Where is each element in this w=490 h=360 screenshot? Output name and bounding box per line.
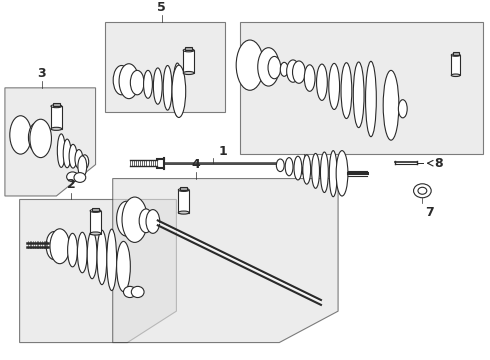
Ellipse shape	[97, 230, 107, 285]
Ellipse shape	[183, 72, 194, 75]
Ellipse shape	[280, 62, 288, 76]
Ellipse shape	[68, 233, 77, 267]
Ellipse shape	[78, 156, 87, 177]
Ellipse shape	[398, 100, 407, 118]
Ellipse shape	[30, 119, 51, 158]
Ellipse shape	[122, 197, 147, 242]
Ellipse shape	[90, 232, 101, 235]
Text: 1: 1	[219, 145, 227, 158]
Ellipse shape	[75, 150, 83, 168]
Ellipse shape	[236, 40, 264, 90]
Ellipse shape	[418, 187, 427, 194]
Bar	[53, 103, 60, 106]
Ellipse shape	[304, 65, 315, 91]
Ellipse shape	[285, 158, 293, 176]
Bar	[183, 50, 194, 73]
Text: 5: 5	[157, 0, 166, 14]
Polygon shape	[20, 199, 176, 343]
Ellipse shape	[77, 232, 87, 273]
Ellipse shape	[163, 66, 172, 110]
Ellipse shape	[172, 65, 186, 117]
Ellipse shape	[28, 123, 45, 152]
Ellipse shape	[107, 229, 117, 291]
Ellipse shape	[329, 150, 337, 197]
Ellipse shape	[153, 68, 162, 104]
Ellipse shape	[383, 70, 399, 140]
Ellipse shape	[183, 49, 194, 52]
Ellipse shape	[276, 159, 284, 172]
Ellipse shape	[50, 229, 70, 264]
Polygon shape	[113, 179, 338, 343]
Ellipse shape	[117, 201, 136, 236]
Ellipse shape	[123, 286, 136, 297]
Bar	[178, 190, 189, 212]
Text: 8: 8	[434, 157, 443, 170]
Text: 4: 4	[192, 158, 200, 171]
Ellipse shape	[341, 63, 352, 118]
Polygon shape	[5, 88, 96, 196]
Ellipse shape	[336, 150, 348, 196]
Ellipse shape	[113, 66, 130, 95]
Ellipse shape	[451, 74, 460, 77]
Bar	[180, 187, 187, 190]
Text: 6: 6	[299, 165, 308, 177]
Ellipse shape	[69, 144, 77, 168]
Ellipse shape	[268, 57, 281, 79]
Ellipse shape	[293, 61, 305, 83]
Ellipse shape	[74, 172, 86, 183]
Polygon shape	[240, 22, 483, 154]
Ellipse shape	[130, 70, 144, 95]
Ellipse shape	[258, 48, 279, 86]
Ellipse shape	[144, 70, 152, 98]
Ellipse shape	[46, 231, 62, 260]
Ellipse shape	[312, 153, 319, 188]
Ellipse shape	[173, 63, 182, 116]
Bar	[185, 48, 192, 50]
Ellipse shape	[90, 209, 101, 212]
Text: 3: 3	[37, 67, 46, 80]
Ellipse shape	[178, 211, 189, 214]
Ellipse shape	[353, 62, 364, 127]
Ellipse shape	[294, 156, 302, 180]
Ellipse shape	[451, 54, 460, 56]
Ellipse shape	[81, 155, 89, 169]
Ellipse shape	[303, 155, 311, 184]
Ellipse shape	[63, 139, 71, 168]
Ellipse shape	[320, 152, 328, 193]
Ellipse shape	[366, 61, 376, 137]
Bar	[92, 208, 99, 211]
Ellipse shape	[87, 231, 97, 279]
Bar	[90, 211, 101, 234]
Text: 2: 2	[67, 179, 75, 192]
Ellipse shape	[117, 241, 130, 292]
Ellipse shape	[67, 172, 78, 182]
Ellipse shape	[414, 184, 431, 198]
Ellipse shape	[139, 209, 153, 233]
Ellipse shape	[57, 134, 65, 167]
Polygon shape	[105, 22, 225, 112]
Text: 7: 7	[425, 207, 434, 220]
Ellipse shape	[178, 188, 189, 192]
Bar	[51, 106, 62, 129]
Ellipse shape	[329, 63, 340, 109]
Ellipse shape	[131, 286, 144, 297]
Ellipse shape	[146, 210, 160, 233]
Ellipse shape	[119, 64, 139, 99]
Ellipse shape	[10, 116, 31, 154]
Bar	[453, 53, 459, 55]
Ellipse shape	[51, 127, 62, 130]
Ellipse shape	[317, 64, 327, 100]
Bar	[451, 55, 460, 75]
Ellipse shape	[287, 60, 299, 82]
Ellipse shape	[51, 105, 62, 108]
